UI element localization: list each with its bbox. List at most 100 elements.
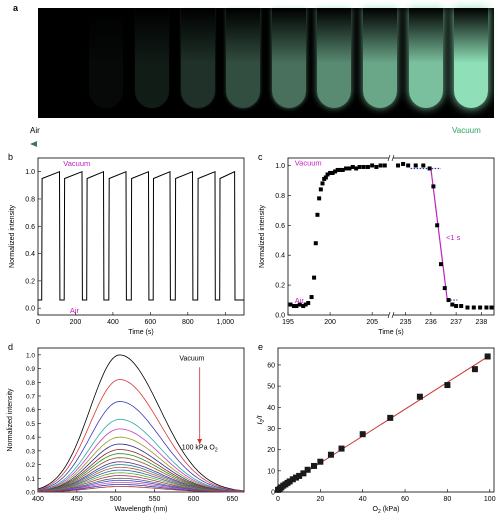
chart-b: b 0 200 400 600 800 1,000 0.0 0.2 0.4 0.6 0.8 1.0 Tim… — [8, 152, 245, 336]
data-point — [421, 163, 426, 168]
axis-break-mark — [387, 311, 391, 319]
data-point — [300, 470, 307, 477]
spectrum-line — [37, 379, 244, 492]
data-point — [344, 166, 349, 171]
axis-break-mark — [391, 154, 395, 162]
subscript: 2 — [215, 447, 218, 453]
data-point — [294, 304, 299, 309]
x-tick-label: 235 — [400, 319, 412, 326]
data-point — [489, 305, 494, 310]
annotation: Vacuum — [63, 159, 90, 168]
x-tick-label: 450 — [71, 496, 83, 503]
x-tick-label: 100 — [484, 496, 496, 503]
data-point — [427, 166, 432, 171]
annotation: Vacuum — [295, 158, 322, 167]
y-tick-label: 40 — [267, 405, 275, 412]
data-point — [484, 305, 489, 310]
y-tick-label: 0.8 — [275, 193, 285, 200]
data-point — [357, 164, 362, 169]
y-tick-label: 10 — [267, 468, 275, 475]
y-tick-label: 0.8 — [25, 196, 35, 203]
plot-frame — [287, 157, 495, 316]
y-tick-label: 0.7 — [26, 394, 35, 401]
annotation: Air — [70, 306, 80, 315]
plot-frame — [37, 157, 245, 316]
tube-7 — [317, 8, 352, 108]
data-point — [340, 167, 345, 172]
data-point — [301, 304, 306, 309]
x-tick-label: 236 — [425, 319, 437, 326]
x-tick-label: 20 — [316, 496, 324, 503]
tube-10 — [454, 8, 489, 108]
data-point — [446, 298, 451, 303]
spectrum-line — [37, 443, 244, 492]
data-point — [303, 302, 308, 307]
x-tick-label: 550 — [149, 496, 161, 503]
data-point — [304, 466, 311, 473]
data-point — [370, 163, 375, 168]
tube-2 — [89, 8, 124, 108]
y-tick-label: 0.3 — [26, 448, 35, 455]
data-point — [374, 164, 379, 169]
x-axis-label: Time (s) — [128, 329, 153, 336]
data-point — [315, 212, 320, 217]
data-point — [350, 164, 355, 169]
guide-line — [430, 168, 448, 301]
x-axis-label-tail: (kPa) — [381, 506, 400, 513]
x-tick-label: 650 — [226, 496, 238, 503]
data-point — [465, 305, 470, 310]
data-point — [459, 304, 464, 309]
x-tick-label: 205 — [366, 319, 378, 326]
air-vacuum-arrow — [30, 136, 498, 147]
plot-frame — [37, 347, 245, 493]
y-tick-label: 0.0 — [275, 313, 285, 320]
y-axis-label: Normalized intensity — [9, 204, 16, 268]
spectrum-line — [37, 436, 244, 492]
panel-b-letter: b — [8, 152, 13, 162]
y-tick-label: 0.0 — [25, 306, 35, 313]
decrease-arrow-head — [197, 439, 203, 444]
subscript: 0 — [260, 419, 266, 422]
data-point — [416, 393, 423, 400]
y-axis-label: Normalized intensity — [259, 204, 266, 268]
data-point — [442, 286, 447, 291]
spectrum-line — [37, 354, 244, 492]
panel-a-letter: a — [13, 3, 19, 13]
chart-c: c 195 200 205 235 236 237 238 0.0 0.2 0.4 0.6 0.8 1.0… — [258, 152, 495, 336]
arrow-head-left — [30, 141, 37, 147]
data-point — [438, 262, 443, 267]
tube-5 — [226, 8, 261, 108]
x-tick-label: 237 — [450, 319, 462, 326]
data-point — [297, 302, 302, 307]
data-point — [454, 304, 459, 309]
x-tick-label: 195 — [282, 319, 294, 326]
data-point — [323, 175, 328, 180]
data-point — [471, 305, 476, 310]
y-tick-label: 0.2 — [26, 462, 35, 469]
tube-6 — [271, 8, 306, 108]
y-tick-label: 1.0 — [26, 352, 35, 359]
tube-4 — [180, 8, 215, 108]
y-tick-label: 50 — [267, 384, 275, 391]
y-tick-label: 0.9 — [26, 366, 35, 373]
y-tick-label: 0.2 — [275, 283, 285, 290]
data-point — [318, 187, 323, 192]
spectrum-line — [37, 428, 244, 492]
spectrum-line — [38, 486, 244, 493]
data-point — [325, 172, 330, 177]
data-point — [354, 166, 359, 171]
y-tick-label: 0 — [271, 490, 275, 497]
data-point — [471, 366, 478, 373]
data-point — [478, 305, 483, 310]
data-point — [335, 167, 340, 172]
data-point — [330, 170, 335, 175]
x-tick-label: 600 — [145, 319, 157, 326]
data-point — [361, 164, 366, 169]
data-point — [387, 414, 394, 421]
tube-photograph — [38, 8, 494, 118]
y-tick-label: 1.0 — [275, 163, 285, 170]
y-tick-label: 0.5 — [26, 421, 35, 428]
x-tick-label: 800 — [182, 319, 194, 326]
axis-break-mark — [391, 311, 395, 319]
vacuum-label: Vacuum — [452, 126, 481, 135]
